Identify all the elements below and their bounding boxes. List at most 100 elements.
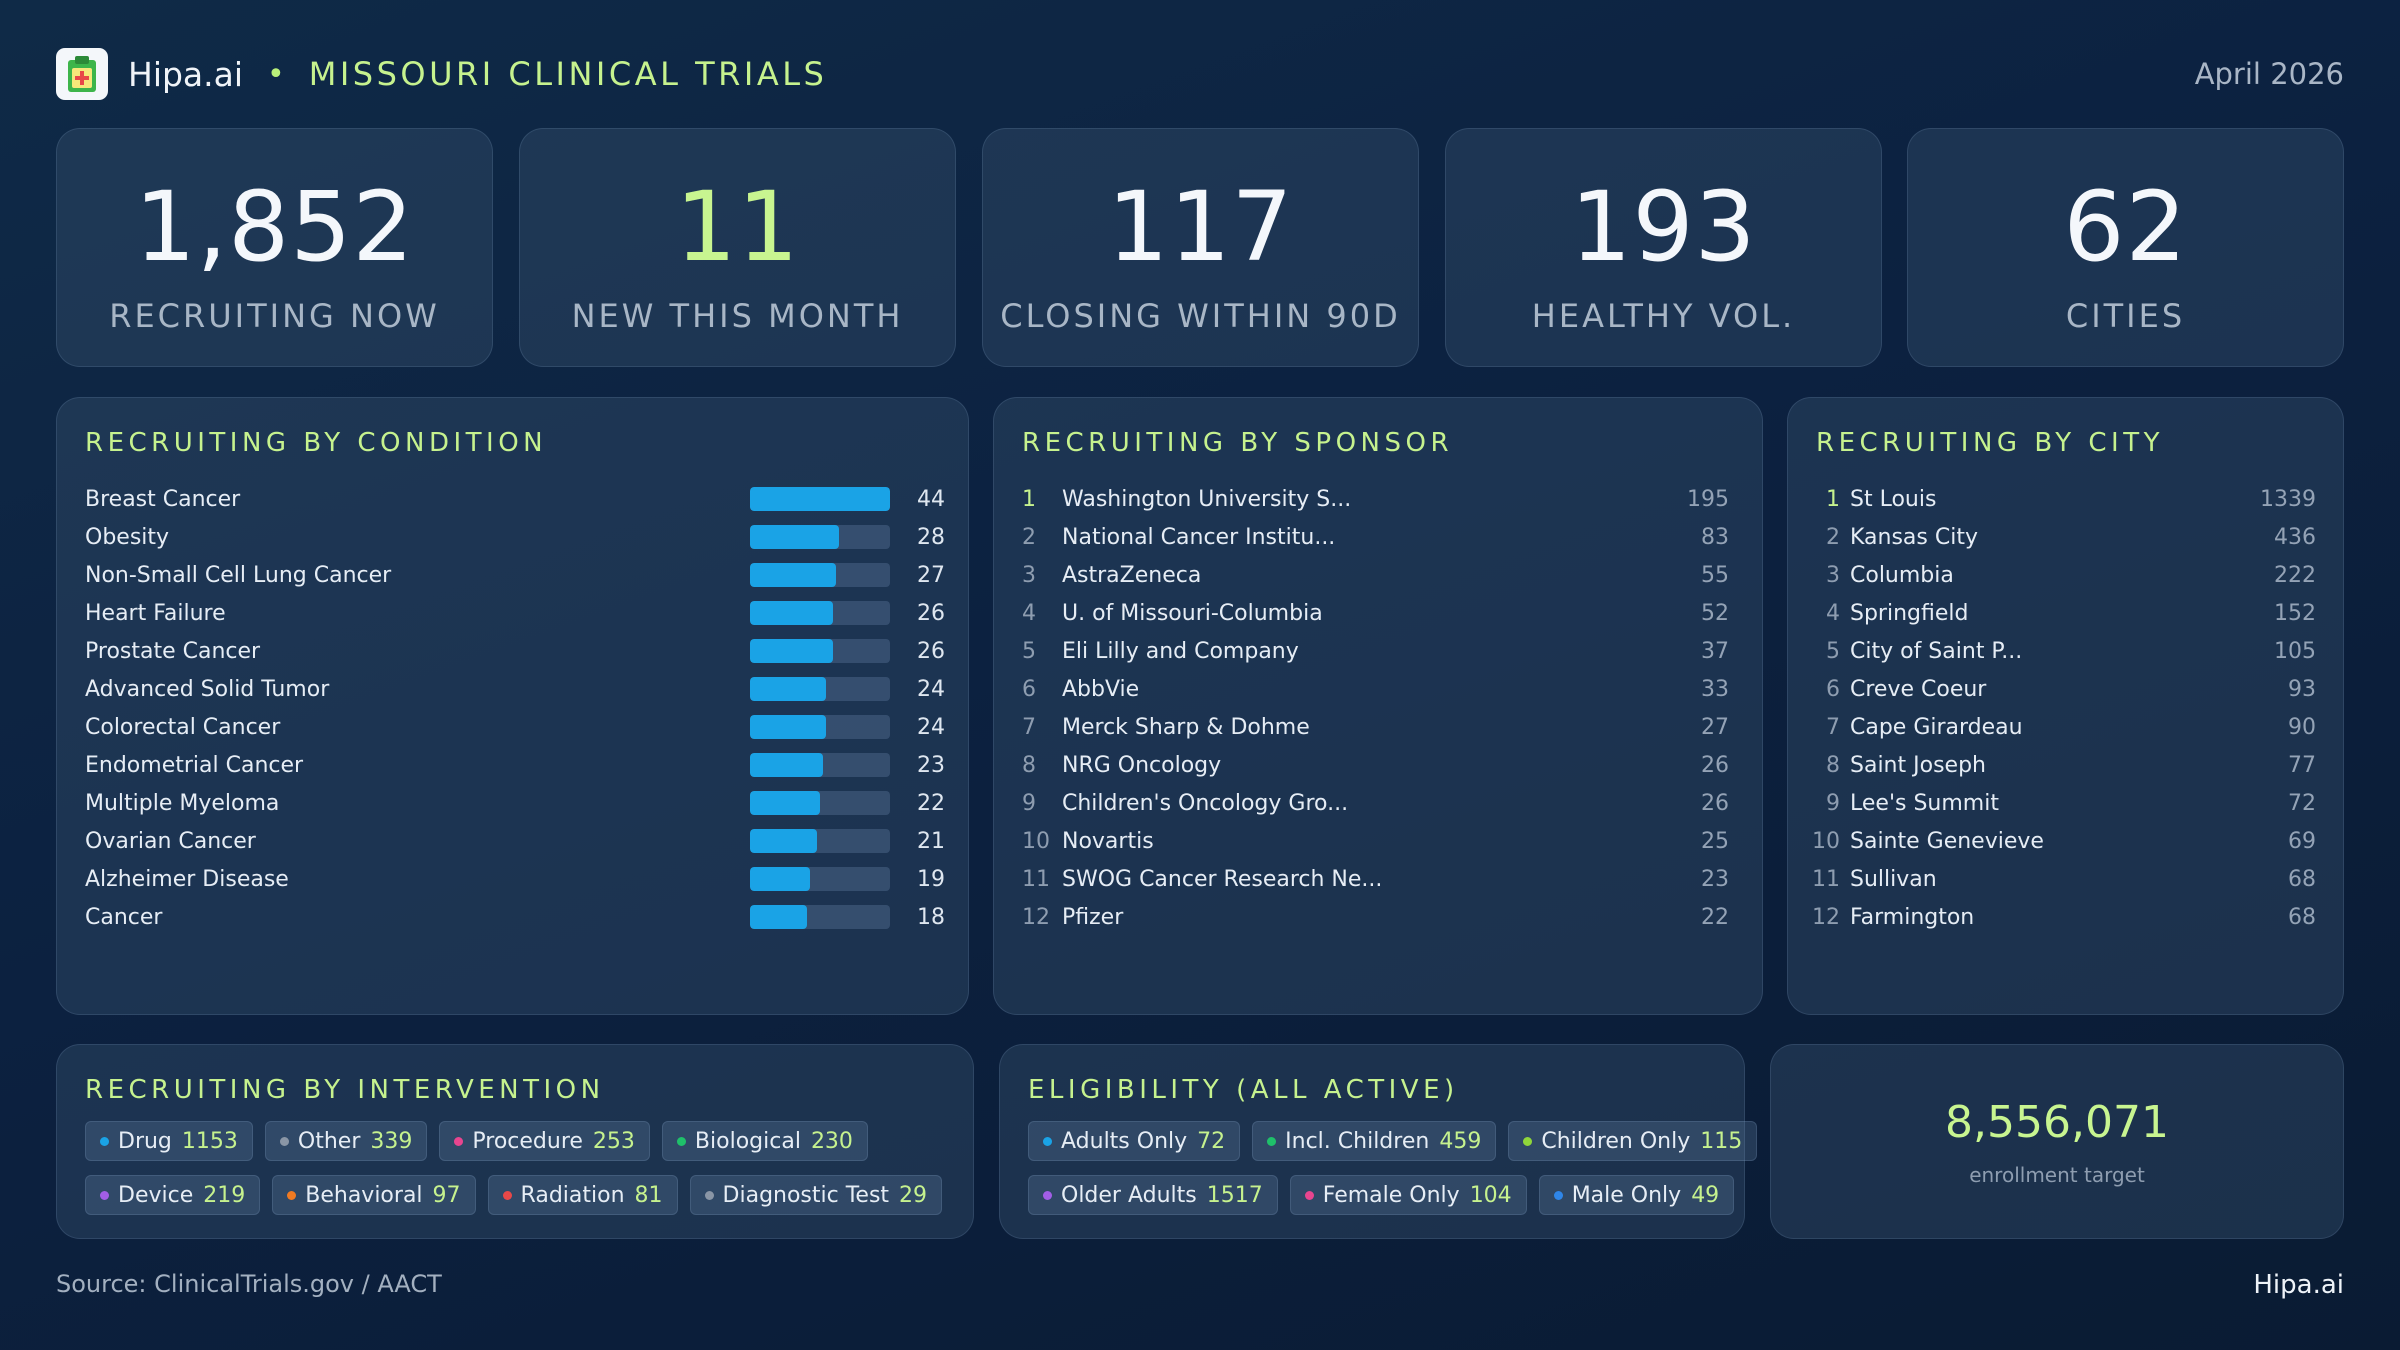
chip: Biological 230 [661,1121,868,1161]
city-rank: 7 [1826,714,1840,740]
city-row: 5 City of Saint P... 105 [1804,632,2316,670]
condition-name: Advanced Solid Tumor [85,676,330,702]
clipboard-icon [68,56,96,92]
color-dot-icon [1304,1190,1314,1200]
city-count: 1339 [2260,486,2316,512]
bar-fill [750,677,827,701]
chip-value: 339 [370,1128,413,1154]
condition-row: Endometrial Cancer 23 [85,746,945,784]
condition-count: 18 [917,904,945,930]
bar-fill [750,829,817,853]
sponsor-count: 195 [1687,486,1729,512]
condition-name: Obesity [85,524,170,550]
chip-row: Older Adults 1517 Female Only 104 Male Only 4… [1028,1175,1769,1215]
kpi-recruiting-now: 1,852 RECRUITING NOW [56,128,493,367]
bar-fill [750,525,840,549]
city-count: 68 [2288,904,2316,930]
sponsor-name: Merck Sharp & Dohme [1062,714,1310,740]
bar-fill [750,715,827,739]
sponsor-count: 83 [1701,524,1729,550]
city-list: 1 St Louis 1339 2 Kansas City 436 3 Columbia 222… [1804,480,2316,936]
city-row: 8 Saint Joseph 77 [1804,746,2316,784]
color-dot-icon [100,1136,109,1146]
chip-label: Older Adults [1061,1182,1197,1208]
city-row: 11 Sullivan 68 [1804,860,2316,898]
chip: Behavioral 97 [272,1175,476,1215]
city-row: 2 Kansas City 436 [1804,518,2316,556]
condition-row: Multiple Myeloma 22 [85,784,945,822]
city-name: Kansas City [1850,524,1978,550]
chip-label: Adults Only [1061,1128,1188,1154]
sponsor-name: Pfizer [1062,904,1124,930]
sponsor-row: 1 Washington University S... 195 [1022,480,1729,518]
sponsor-rank: 7 [1022,714,1036,740]
sponsor-count: 26 [1701,790,1729,816]
condition-row: Alzheimer Disease 19 [85,860,945,898]
city-row: 9 Lee's Summit 72 [1804,784,2316,822]
condition-count: 22 [917,790,945,816]
city-rank: 2 [1826,524,1840,550]
sponsor-name: AbbVie [1062,676,1140,702]
chip: Female Only 104 [1289,1175,1527,1215]
city-rank: 10 [1812,828,1840,854]
city-count: 72 [2288,790,2316,816]
chip-value: 230 [810,1128,853,1154]
kpi-new-this-month: 11 NEW THIS MONTH [519,128,956,367]
city-row: 7 Cape Girardeau 90 [1804,708,2316,746]
intervention-panel: RECRUITING BY INTERVENTION Drug 1153 Other… [56,1044,974,1239]
color-dot-icon [1553,1190,1563,1200]
chip: Radiation 81 [487,1175,678,1215]
chip: Procedure 253 [439,1121,650,1161]
city-name: Sullivan [1850,866,1937,892]
page-title: MISSOURI CLINICAL TRIALS [308,55,828,93]
color-dot-icon [100,1190,109,1200]
header-separator: • [267,56,285,92]
chip-row: Drug 1153 Other 339 Procedure 253 Biological 23… [85,1121,954,1161]
chip-label: Diagnostic Test [722,1182,890,1208]
condition-row: Prostate Cancer 26 [85,632,945,670]
chip: Device 219 [85,1175,261,1215]
chip: Male Only 49 [1538,1175,1735,1215]
chip-label: Device [118,1182,194,1208]
brand-name: Hipa.ai [128,54,244,94]
sponsor-row: 8 NRG Oncology 26 [1022,746,1729,784]
source-note: Source: ClinicalTrials.gov / AACT [56,1270,442,1298]
section-title: RECRUITING BY SPONSOR [1022,428,1454,458]
chip-value: 97 [432,1182,461,1208]
condition-row: Cancer 18 [85,898,945,936]
bar-track [750,829,890,853]
chip-label: Incl. Children [1285,1128,1430,1154]
condition-count: 24 [917,676,945,702]
bar-track [750,905,890,929]
sponsor-name: Washington University S... [1062,486,1352,512]
condition-name: Multiple Myeloma [85,790,280,816]
condition-count: 28 [917,524,945,550]
logo [56,48,108,100]
city-row: 3 Columbia 222 [1804,556,2316,594]
sponsor-rank: 10 [1022,828,1050,854]
sponsor-rank: 2 [1022,524,1036,550]
section-title: RECRUITING BY CITY [1816,428,2164,458]
kpi-label: NEW THIS MONTH [571,297,904,335]
city-name: St Louis [1850,486,1937,512]
city-row: 12 Farmington 68 [1804,898,2316,936]
chip-label: Male Only [1571,1182,1682,1208]
sponsor-rank: 1 [1022,486,1036,512]
chip-value: 219 [203,1182,246,1208]
city-rank: 8 [1826,752,1840,778]
chip-row: Device 219 Behavioral 97 Radiation 81 Diagnost… [85,1175,954,1215]
header: Hipa.ai • MISSOURI CLINICAL TRIALS April… [56,46,2344,102]
chip: Older Adults 1517 [1028,1175,1278,1215]
color-dot-icon [1043,1136,1052,1146]
sponsor-list: 1 Washington University S... 195 2 National … [1022,480,1729,936]
sponsor-rank: 5 [1022,638,1036,664]
condition-name: Breast Cancer [85,486,241,512]
kpi-value: 193 [1570,171,1757,283]
enrollment-target-value: 8,556,071 [1945,1097,2169,1148]
city-name: Columbia [1850,562,1954,588]
chip-value: 253 [592,1128,635,1154]
sponsor-name: AstraZeneca [1062,562,1202,588]
sponsor-rank: 3 [1022,562,1036,588]
sponsor-name: Eli Lilly and Company [1062,638,1299,664]
city-name: Saint Joseph [1850,752,1986,778]
